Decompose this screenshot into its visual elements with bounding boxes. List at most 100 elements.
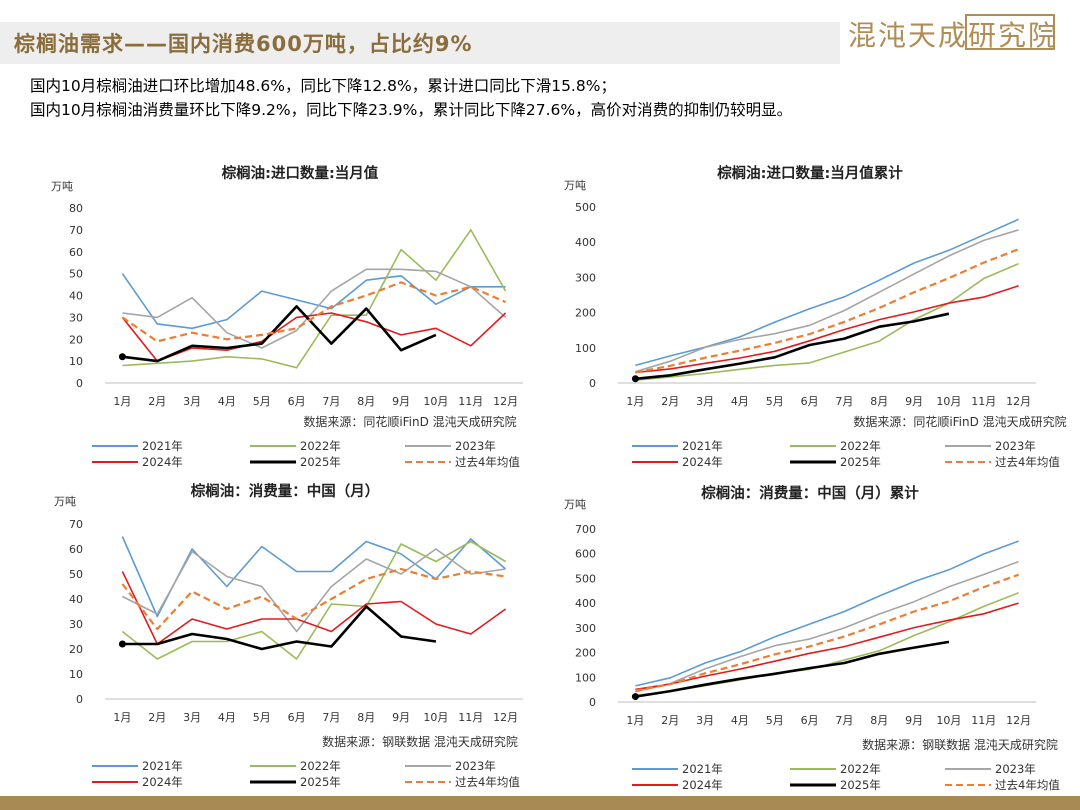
source-note: 数据来源：同花顺iFinD 混沌天成研究院 xyxy=(303,414,516,429)
y-tick-label: 100 xyxy=(575,671,596,684)
y-tick-label: 500 xyxy=(575,201,596,214)
legend-label-2022: 2022年 xyxy=(840,762,881,776)
legend-label-2025: 2025年 xyxy=(840,778,881,792)
y-tick-label: 0 xyxy=(76,377,83,390)
logo-frame xyxy=(965,14,1055,50)
x-tick-label: 12月 xyxy=(493,711,518,724)
y-tick-label: 70 xyxy=(69,224,83,237)
x-tick-label: 3月 xyxy=(696,714,714,727)
series-line-2025 xyxy=(635,312,950,381)
legend-label-2025: 2025年 xyxy=(300,455,341,469)
series-line-2022 xyxy=(635,262,1019,381)
x-tick-label: 10月 xyxy=(936,395,961,408)
legend-label-2021: 2021年 xyxy=(142,439,183,453)
legend-label-过去4均值: 过去4年均值 xyxy=(455,775,520,789)
series-line-2025 xyxy=(122,305,437,363)
y-tick-label: 40 xyxy=(69,593,83,606)
legend-label-2021: 2021年 xyxy=(682,439,723,453)
y-tick-label: 80 xyxy=(69,202,83,215)
y-tick-label: 50 xyxy=(69,268,83,281)
x-tick-label: 2月 xyxy=(661,395,679,408)
y-tick-label: 0 xyxy=(76,693,83,706)
y-tick-label: 400 xyxy=(575,597,596,610)
x-tick-label: 4月 xyxy=(731,395,749,408)
x-tick-label: 10月 xyxy=(423,711,448,724)
chart-title: 棕榈油：消费量：中国（月）累计 xyxy=(701,484,919,502)
summary-line-1: 国内10月棕榈油进口环比增加48.6%，同比下降12.8%，累计进口同比下滑15… xyxy=(30,77,616,95)
x-tick-label: 2月 xyxy=(148,395,166,408)
x-tick-label: 12月 xyxy=(1006,395,1031,408)
source-note: 数据来源：钢联数据 混沌天成研究院 xyxy=(322,734,518,749)
y-tick-label: 40 xyxy=(69,290,83,303)
y-tick-label: 30 xyxy=(69,618,83,631)
chart-title: 棕榈油:进口数量:当月值 xyxy=(222,164,379,182)
series-line-过去4均值 xyxy=(121,567,506,631)
x-tick-label: 9月 xyxy=(905,714,923,727)
x-tick-label: 11月 xyxy=(971,714,996,727)
series-line-2025 xyxy=(635,640,950,698)
legend-label-2021: 2021年 xyxy=(142,759,183,773)
legend-label-2024: 2024年 xyxy=(142,455,183,469)
x-tick-label: 2月 xyxy=(148,711,166,724)
y-tick-label: 200 xyxy=(575,307,596,320)
x-tick-label: 2月 xyxy=(661,714,679,727)
series-line-2021 xyxy=(635,218,1019,367)
legend-label-过去4均值: 过去4年均值 xyxy=(995,455,1060,469)
chart-title: 棕榈油:进口数量:当月值累计 xyxy=(717,164,903,182)
y-tick-label: 700 xyxy=(575,523,596,536)
x-tick-label: 11月 xyxy=(458,395,483,408)
y-unit-label: 万吨 xyxy=(51,180,73,193)
page-title: 棕榈油需求——国内消费600万吨，占比约9% xyxy=(14,32,473,56)
x-tick-label: 4月 xyxy=(731,714,749,727)
legend-label-过去4均值: 过去4年均值 xyxy=(455,455,520,469)
x-tick-label: 12月 xyxy=(493,395,518,408)
legend-label-2021: 2021年 xyxy=(682,762,723,776)
source-note: 数据来源：钢联数据 混沌天成研究院 xyxy=(862,737,1058,752)
x-tick-label: 11月 xyxy=(971,395,996,408)
x-tick-label: 12月 xyxy=(1006,714,1031,727)
y-tick-label: 300 xyxy=(575,622,596,635)
y-tick-label: 100 xyxy=(575,342,596,355)
y-tick-label: 500 xyxy=(575,572,596,585)
summary-text: 国内10月棕榈油进口环比增加48.6%，同比下降12.8%，累计进口同比下滑15… xyxy=(30,74,792,122)
y-tick-label: 60 xyxy=(69,543,83,556)
legend-label-2022: 2022年 xyxy=(300,439,341,453)
y-tick-label: 600 xyxy=(575,548,596,561)
x-tick-label: 10月 xyxy=(423,395,448,408)
series-line-2021 xyxy=(635,540,1019,687)
x-tick-label: 6月 xyxy=(801,714,819,727)
x-tick-label: 8月 xyxy=(357,711,375,724)
x-tick-label: 6月 xyxy=(288,395,306,408)
x-tick-label: 8月 xyxy=(870,714,888,727)
x-tick-label: 9月 xyxy=(905,395,923,408)
x-tick-label: 8月 xyxy=(357,395,375,408)
y-tick-label: 200 xyxy=(575,647,596,660)
series-line-2024 xyxy=(635,602,1019,691)
series-line-2021 xyxy=(121,273,506,330)
legend-label-2024: 2024年 xyxy=(142,775,183,789)
y-unit-label: 万吨 xyxy=(564,179,586,192)
x-tick-label: 1月 xyxy=(113,395,131,408)
series-line-过去4均值 xyxy=(121,281,507,343)
series-line-2023 xyxy=(122,548,506,633)
x-tick-label: 7月 xyxy=(322,395,340,408)
x-tick-label: 4月 xyxy=(218,395,236,408)
x-tick-label: 1月 xyxy=(626,714,644,727)
series-line-2025 xyxy=(122,605,437,651)
x-tick-label: 9月 xyxy=(392,711,410,724)
x-tick-label: 5月 xyxy=(766,395,784,408)
series-line-2021 xyxy=(121,536,507,618)
legend-label-过去4均值: 过去4年均值 xyxy=(995,778,1060,792)
y-tick-label: 400 xyxy=(575,236,596,249)
x-tick-label: 3月 xyxy=(696,395,714,408)
y-tick-label: 20 xyxy=(69,333,83,346)
y-tick-label: 20 xyxy=(69,643,83,656)
series-start-point xyxy=(631,375,639,383)
legend-label-2022: 2022年 xyxy=(300,759,341,773)
y-unit-label: 万吨 xyxy=(564,498,586,511)
legend-label-2023: 2023年 xyxy=(455,439,496,453)
x-tick-label: 7月 xyxy=(835,714,853,727)
